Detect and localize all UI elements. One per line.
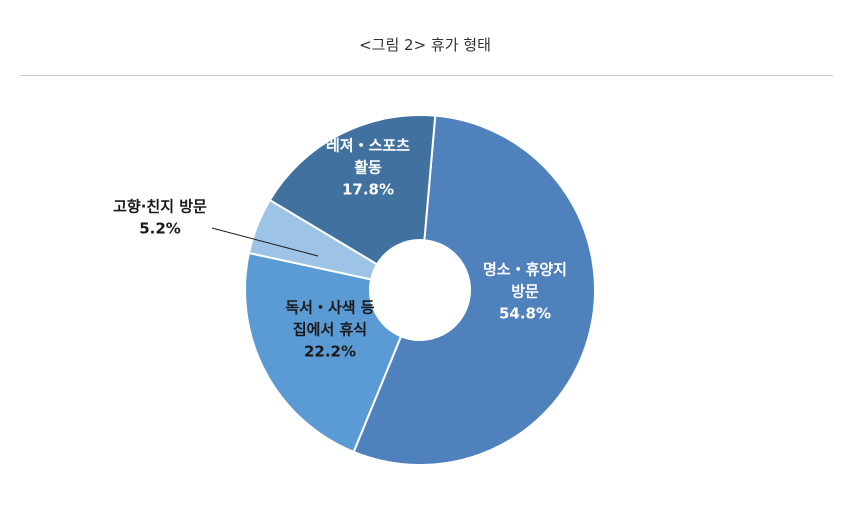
leader-line-2	[211, 227, 319, 257]
donut-slice-3	[268, 114, 437, 266]
slice-category-label-2: 고향·친지 방문	[113, 198, 207, 216]
title-divider	[20, 75, 833, 76]
donut-slice-0	[352, 114, 596, 466]
slice-category-label-0: 방문	[511, 283, 539, 301]
donut-slices	[244, 114, 596, 466]
slice-category-label-3: 레져・스포츠	[326, 137, 410, 155]
slice-category-label-1: 독서・사색 등	[285, 299, 374, 317]
slice-category-label-3: 활동	[354, 159, 382, 177]
slice-value-label-1: 22.2%	[304, 343, 356, 361]
slice-category-label-0: 명소・휴양지	[483, 261, 567, 279]
donut-slice-1	[244, 251, 403, 454]
slice-value-label-3: 17.8%	[342, 181, 394, 199]
slice-value-label-2: 5.2%	[139, 220, 181, 238]
figure-title: <그림 2> 휴가 형태	[359, 36, 491, 54]
slice-category-label-1: 집에서 휴식	[293, 321, 367, 339]
slice-value-label-0: 54.8%	[499, 305, 551, 323]
